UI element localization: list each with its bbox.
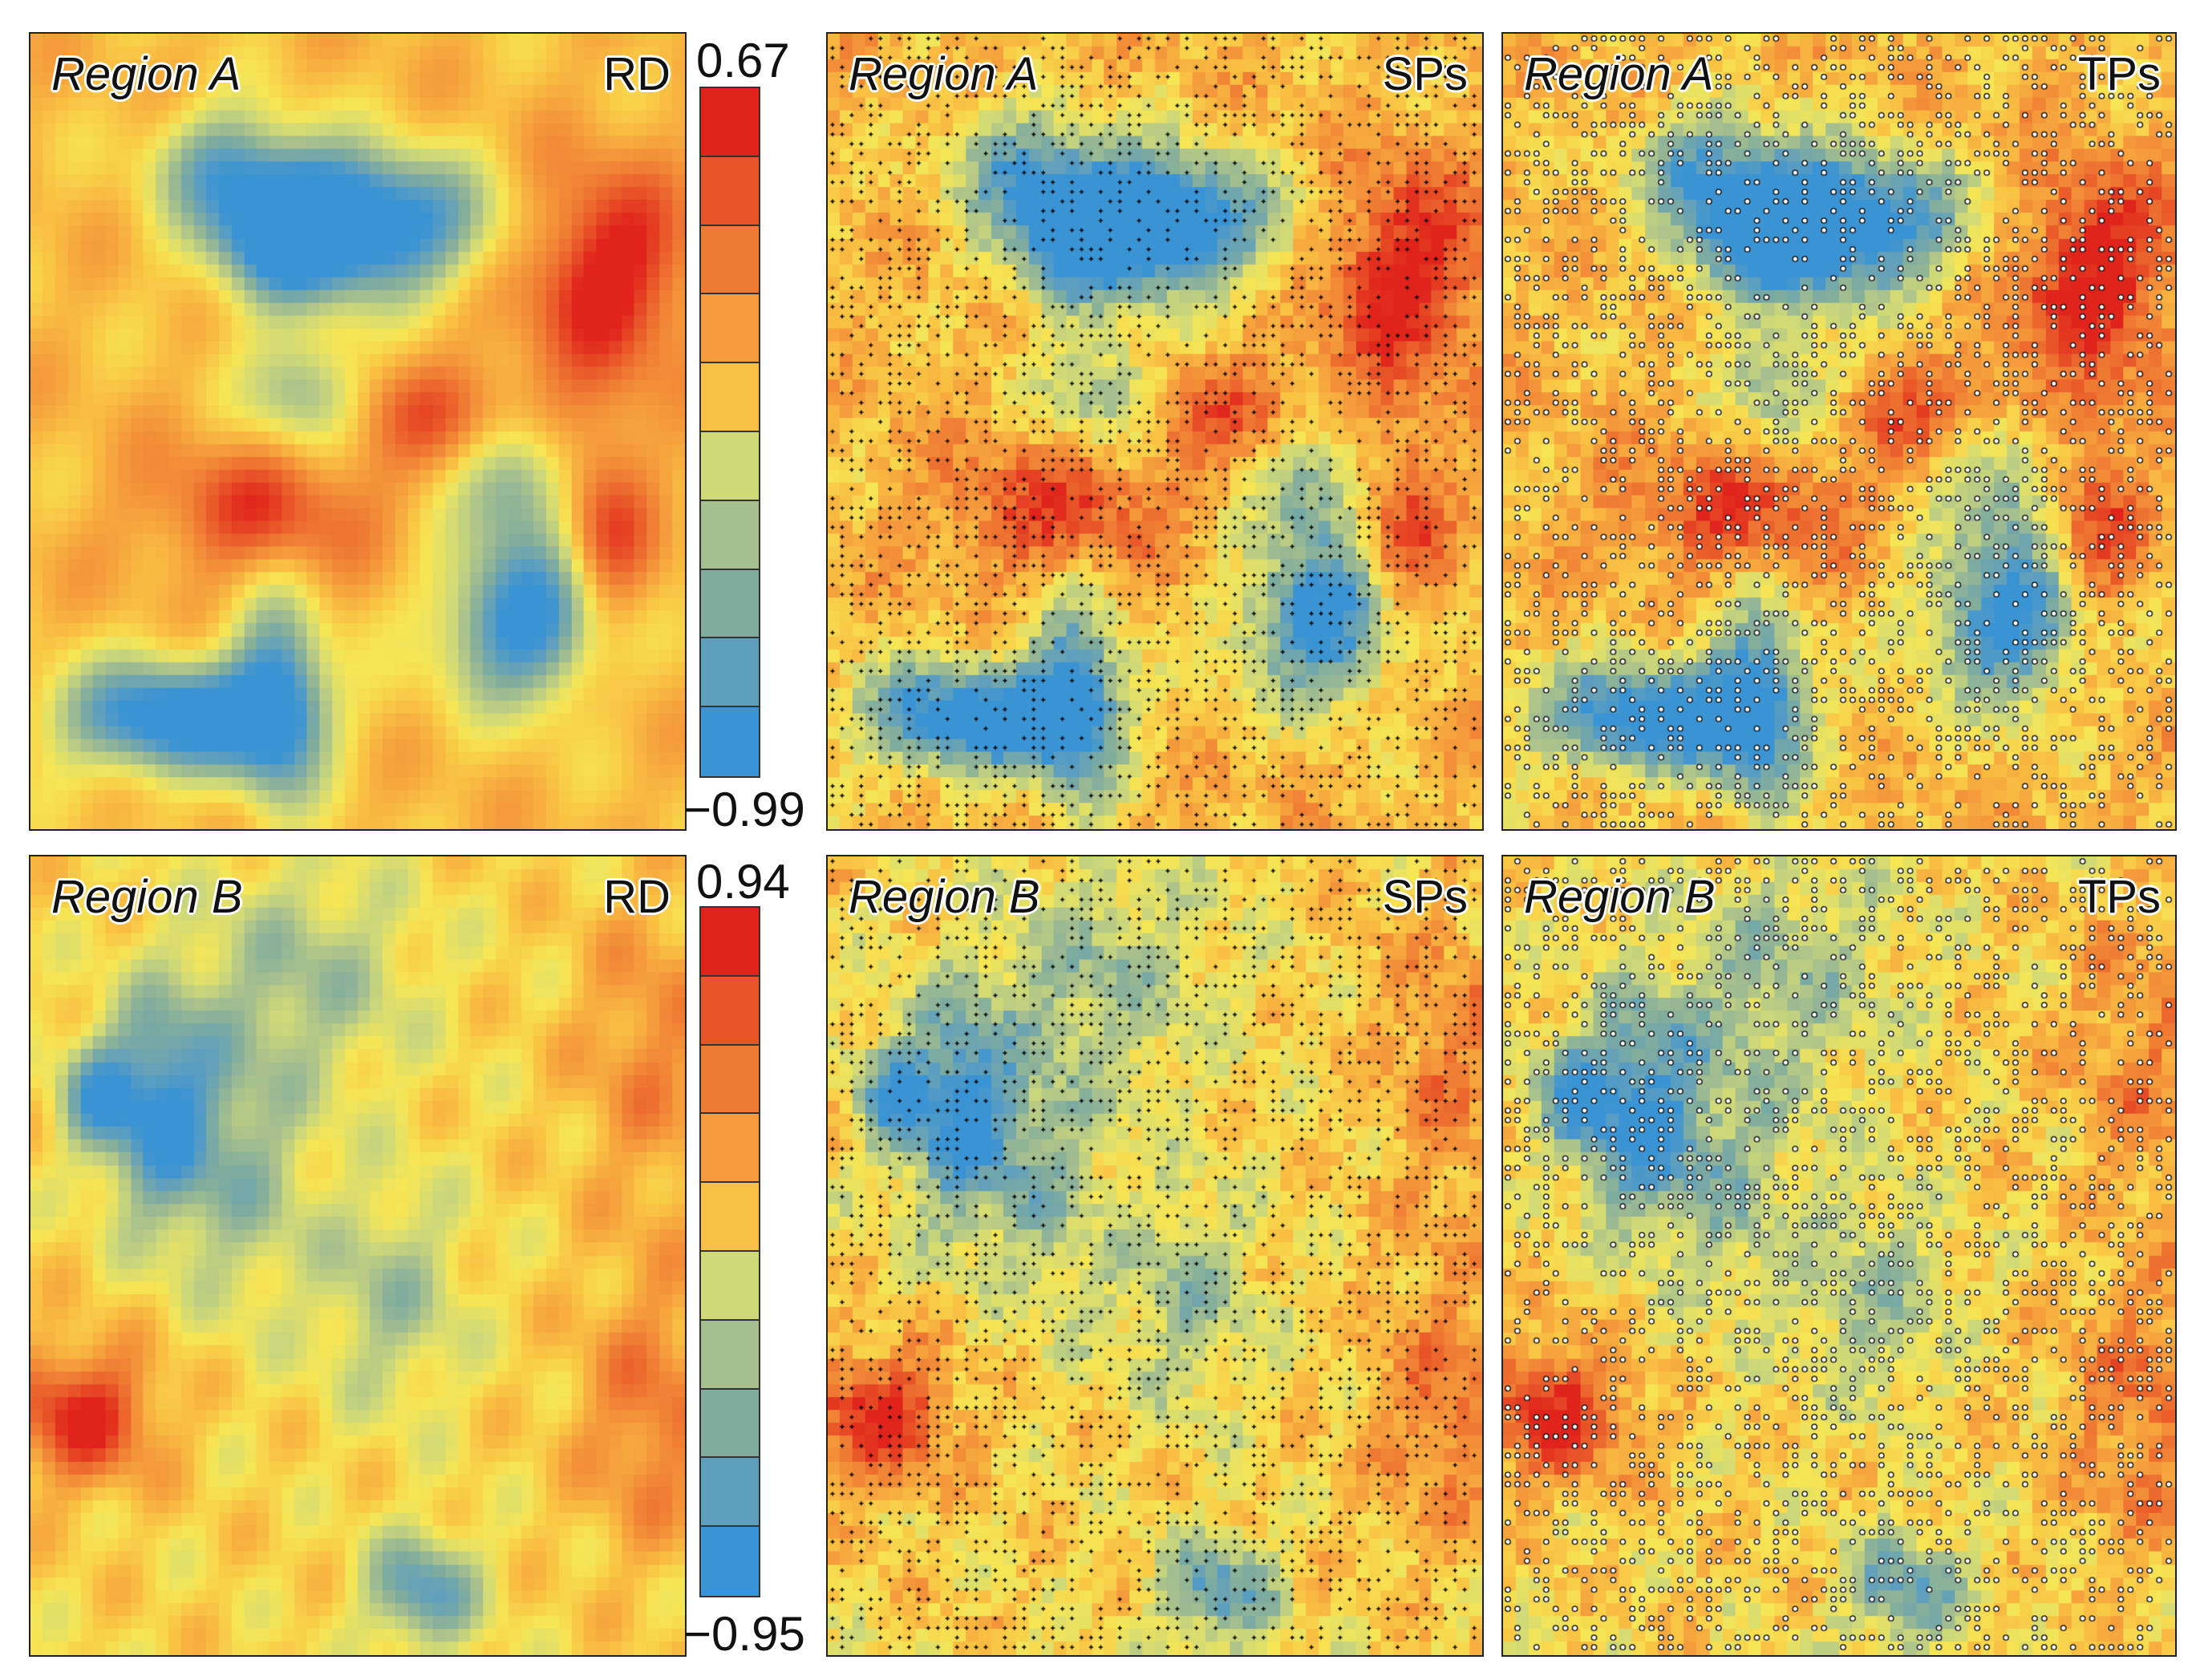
panel-method-label: SPs [1382, 871, 1468, 923]
colorbar-bin [701, 569, 759, 639]
heatmap-panel-region-a-tps: Region A TPs [1501, 32, 2177, 831]
panel-region-label: Region B [849, 871, 1040, 923]
colorbar-bin [701, 1527, 759, 1596]
panel-method-label: RD [603, 871, 671, 923]
heatmap-canvas-region-b-tps [1503, 856, 2175, 1655]
panel-region-label: Region B [51, 871, 243, 923]
colorbar-bin [701, 1114, 759, 1184]
colorbar-min-label-region-a: −0.99 [683, 783, 805, 836]
colorbar-bin [701, 88, 759, 157]
colorbar-bin [701, 908, 759, 977]
colorbar-bin [701, 1320, 759, 1390]
heatmap-canvas-region-a-rd [30, 34, 685, 829]
heatmap-panel-region-b-tps: Region B TPs [1501, 855, 2177, 1657]
heatmap-panel-region-a-sps: Region A SPs [826, 32, 1484, 831]
panel-region-label: Region B [1524, 871, 1716, 923]
colorbar-bin [701, 638, 759, 708]
heatmap-panel-region-b-rd: Region B RD [29, 855, 687, 1657]
heatmap-panel-region-b-sps: Region B SPs [826, 855, 1484, 1657]
colorbar-bin [701, 500, 759, 570]
colorbar-bin [701, 1183, 759, 1252]
colorbar-bin [701, 225, 759, 295]
heatmap-canvas-region-b-rd [30, 856, 685, 1655]
colorbar-bin [701, 432, 759, 501]
panel-method-label: TPs [2077, 48, 2161, 100]
panel-region-label: Region A [1524, 48, 1714, 100]
colorbar-bin [701, 294, 759, 364]
panel-method-label: RD [603, 48, 671, 100]
colorbar-bin [701, 707, 759, 776]
colorbar-bin [701, 976, 759, 1046]
panel-method-label: TPs [2077, 871, 2161, 923]
panel-method-label: SPs [1382, 48, 1468, 100]
colorbar-bin [701, 363, 759, 432]
colorbar-min-label-region-b: −0.95 [683, 1607, 805, 1661]
colorbar-bin [701, 1389, 759, 1459]
heatmap-canvas-region-b-sps [828, 856, 1482, 1655]
colorbar-max-label-region-b: 0.94 [696, 855, 790, 909]
colorbar-bin [701, 1252, 759, 1321]
colorbar-bin [701, 1458, 759, 1528]
panel-region-label: Region A [849, 48, 1039, 100]
colorbar-max-label-region-a: 0.67 [696, 34, 790, 87]
colorbar-bin [701, 1045, 759, 1115]
panel-region-label: Region A [51, 48, 241, 100]
colorbar-region-b [699, 906, 760, 1597]
heatmap-canvas-region-a-tps [1503, 34, 2175, 829]
colorbar-bin [701, 156, 759, 226]
heatmap-canvas-region-a-sps [828, 34, 1482, 829]
colorbar-region-a [699, 87, 760, 778]
heatmap-panel-region-a-rd: Region A RD [29, 32, 687, 831]
